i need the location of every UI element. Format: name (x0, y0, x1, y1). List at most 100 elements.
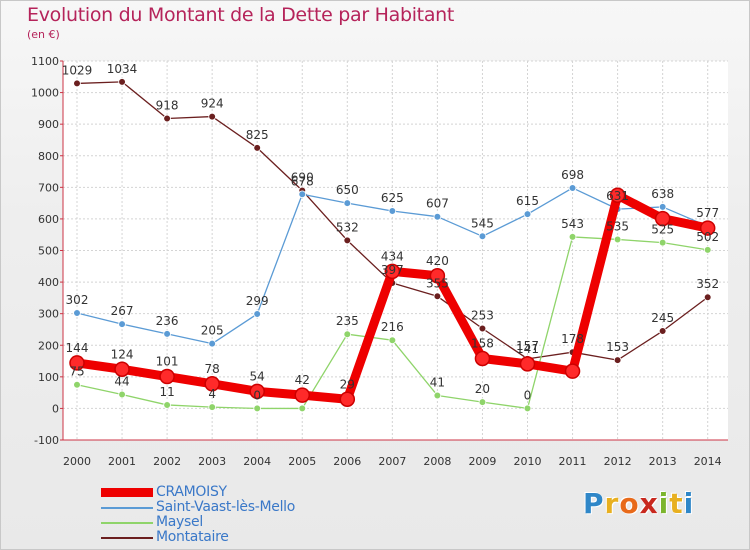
data-point (298, 404, 307, 413)
legend-item: Maysel (101, 515, 295, 530)
data-point (118, 390, 126, 399)
data-label: 236 (156, 314, 179, 328)
y-tick-label: 200 (38, 339, 59, 352)
logo-letter: t (669, 487, 684, 520)
data-label: 825 (246, 128, 269, 142)
data-point (163, 401, 171, 409)
data-point (384, 263, 401, 280)
data-point (343, 199, 352, 207)
data-point (658, 203, 667, 211)
x-tick-label: 2011 (559, 455, 587, 468)
data-label: 78 (205, 362, 220, 376)
data-point (343, 330, 352, 338)
y-tick-label: -100 (34, 434, 59, 447)
data-label: 545 (471, 216, 494, 230)
legend-item: CRAMOISY (101, 485, 295, 500)
data-label: 29 (340, 377, 355, 391)
y-tick-label: 0 (52, 402, 59, 415)
data-label: 397 (381, 263, 404, 277)
data-label: 299 (246, 294, 269, 308)
data-label: 352 (696, 277, 719, 291)
data-point (388, 207, 397, 215)
data-label: 502 (696, 230, 719, 244)
legend-swatch (101, 536, 153, 539)
data-label: 1029 (62, 63, 93, 77)
y-tick-label: 700 (38, 181, 59, 194)
data-point (523, 404, 532, 413)
data-point (294, 387, 310, 403)
logo-letter: x (639, 487, 659, 520)
x-tick-label: 2004 (243, 455, 271, 468)
data-label: 41 (430, 375, 445, 389)
legend-label: Saint-Vaast-lès-Mello (156, 499, 296, 515)
x-tick-label: 2014 (694, 455, 722, 468)
data-point (658, 327, 667, 335)
data-label: 638 (651, 187, 674, 201)
data-label: 535 (606, 219, 629, 233)
data-point (159, 368, 175, 385)
data-label: 144 (66, 341, 89, 355)
x-tick-label: 2012 (604, 455, 632, 468)
data-label: 0 (524, 388, 532, 402)
y-tick-label: 1000 (31, 87, 59, 100)
data-label: 42 (295, 373, 310, 387)
data-point (253, 404, 262, 413)
data-label: 525 (651, 223, 674, 237)
data-point (478, 232, 487, 241)
data-label: 20 (475, 382, 490, 396)
x-tick-label: 2010 (514, 455, 542, 468)
y-tick-label: 600 (38, 213, 59, 226)
data-point (703, 293, 712, 302)
data-label: 153 (606, 340, 629, 354)
proxiti-logo: Proxiti (583, 487, 694, 520)
data-label: 158 (471, 337, 494, 351)
legend-item: Saint-Vaast-lès-Mello (101, 500, 295, 515)
data-point (613, 356, 622, 364)
x-tick-label: 2007 (378, 455, 406, 468)
x-tick-label: 2003 (198, 455, 226, 468)
data-point (433, 292, 442, 301)
data-point (613, 235, 622, 244)
data-point (339, 391, 356, 408)
y-tick-label: 400 (38, 276, 59, 289)
data-label: 631 (606, 189, 629, 203)
data-label: 54 (250, 369, 265, 383)
data-point (208, 339, 216, 348)
y-tick-label: 100 (38, 371, 59, 384)
data-label: 434 (381, 249, 404, 263)
data-label: 1034 (107, 62, 138, 76)
data-point (73, 380, 81, 389)
data-label: 678 (291, 174, 314, 188)
data-label: 615 (516, 194, 539, 208)
data-label: 267 (111, 304, 134, 318)
data-point (388, 336, 397, 344)
legend-item: Montataire (101, 530, 295, 545)
data-point (568, 184, 577, 192)
legend-label: Maysel (156, 514, 203, 530)
logo-letter: i (683, 487, 695, 520)
data-point (298, 190, 307, 199)
y-tick-label: 900 (38, 118, 59, 131)
x-tick-label: 2005 (288, 455, 316, 468)
data-point (703, 246, 712, 254)
data-label: 302 (66, 293, 89, 307)
data-label: 178 (561, 332, 584, 346)
data-point (73, 309, 81, 317)
x-tick-label: 2001 (108, 455, 136, 468)
data-point (658, 238, 667, 247)
data-point (208, 112, 216, 121)
data-point (564, 363, 581, 379)
y-tick-label: 500 (38, 245, 59, 258)
data-label: 577 (696, 206, 719, 220)
data-label: 607 (426, 197, 449, 211)
data-label: 0 (253, 388, 261, 402)
data-label: 355 (426, 276, 449, 290)
data-point (478, 398, 487, 406)
data-label: 11 (159, 385, 174, 399)
data-label: 543 (561, 217, 584, 231)
data-point (699, 220, 716, 236)
data-point (114, 361, 130, 378)
data-point (343, 236, 352, 245)
